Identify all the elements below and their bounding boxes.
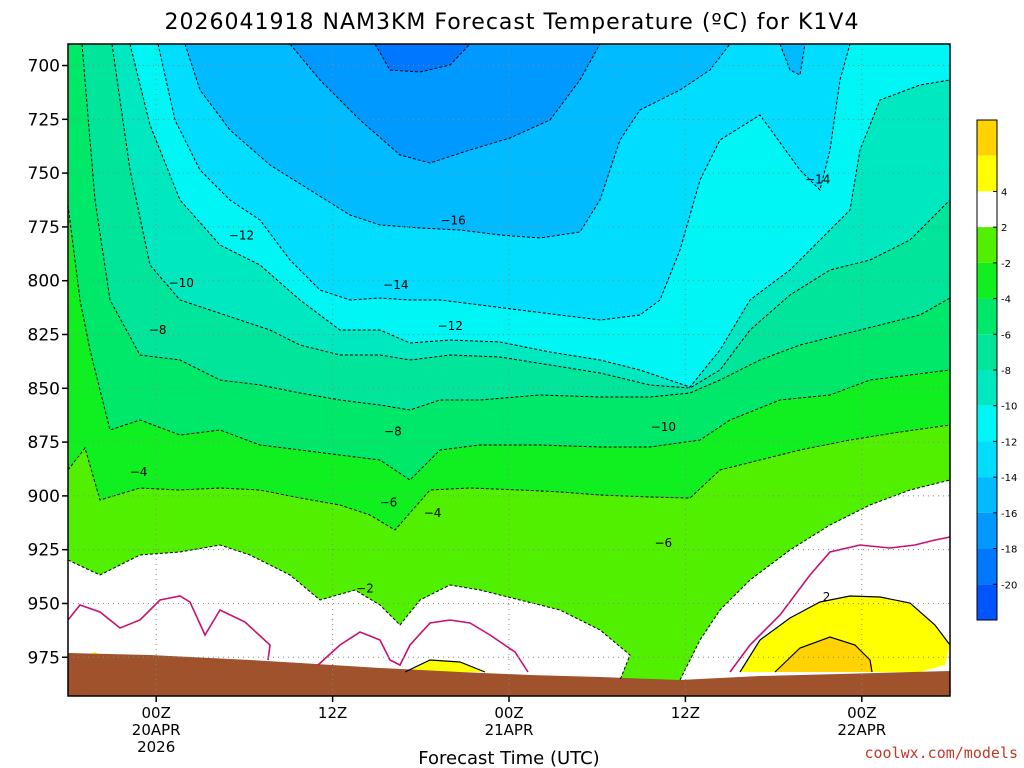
- colorbar-label: -18: [1001, 545, 1017, 556]
- contour-label: −6: [380, 495, 398, 509]
- y-tick-label: 800: [28, 272, 60, 292]
- contour-line: [404, 659, 486, 673]
- y-tick-label: 950: [28, 594, 60, 614]
- contour-labels: −16 −14 −14 −12 −12 −10 −10 −8 −8 −6 −6 −4 −4 −2 2: [130, 173, 831, 604]
- zero-contour: [729, 536, 951, 673]
- contour-line: [67, 204, 951, 481]
- contour-label: −14: [383, 278, 408, 292]
- contour-label: −16: [440, 213, 465, 227]
- y-tick-label: 825: [28, 325, 60, 345]
- zero-contour: [67, 595, 271, 661]
- colorbar-swatch: [977, 191, 997, 228]
- colorbar-swatch: [977, 584, 997, 620]
- colorbar-swatch: [977, 441, 997, 478]
- contour-line: [157, 43, 851, 321]
- contour-label: −10: [169, 276, 194, 290]
- band-fill-minus14-top-right: [780, 44, 805, 75]
- contour-label: 2: [823, 590, 831, 604]
- contour-line: [184, 43, 731, 239]
- contour-line: [67, 424, 951, 531]
- colorbar-swatch: [977, 512, 997, 549]
- colorbar-label: 2: [1001, 223, 1007, 234]
- y-tick-label: 700: [28, 57, 60, 77]
- colorbar-swatch: [977, 120, 997, 156]
- contour-label: −8: [149, 323, 167, 337]
- contour-label: −2: [356, 581, 374, 595]
- x-tick-label: 21APR: [485, 721, 534, 739]
- chart-title: 2026041918 NAM3KM Forecast Temperature (…: [165, 10, 860, 35]
- x-tick-label: 22APR: [837, 721, 886, 739]
- colorbar-label: -10: [1001, 402, 1017, 413]
- contour-label: −8: [384, 424, 402, 438]
- grid-lines: [68, 44, 950, 696]
- colorbar-label: -6: [1001, 330, 1011, 341]
- colorbar-label: -14: [1001, 473, 1017, 484]
- colorbar-label: -4: [1001, 295, 1011, 306]
- colorbar: -20 -18 -16 -14 -12 -10 -8 -6 -4 -2 2 4: [976, 119, 1017, 621]
- contour-line: [679, 479, 951, 681]
- contour-line: [111, 43, 951, 389]
- contour-lines: [67, 43, 951, 681]
- y-axis: 700 725 750 775 800 825 850 875 900 925 950 975: [28, 57, 68, 668]
- band-fill-minus20: [375, 44, 470, 72]
- x-tick-label: 12Z: [318, 704, 347, 722]
- band-fill-above-2: [740, 596, 950, 672]
- contour-line: [67, 544, 631, 681]
- x-tick-label: 12Z: [671, 704, 700, 722]
- contour-label: −4: [424, 506, 442, 520]
- contour-line: [81, 43, 951, 411]
- plot-area: −16 −14 −14 −12 −12 −10 −10 −8 −8 −6 −6 −4 −4 −2 2: [67, 43, 951, 696]
- colorbar-label: -2: [1001, 259, 1011, 270]
- colorbar-label: 4: [1001, 187, 1007, 198]
- contour-label: −6: [654, 536, 672, 550]
- y-tick-label: 875: [28, 433, 60, 453]
- contour-label: −14: [805, 173, 830, 187]
- x-tick-label: 20APR: [132, 721, 181, 739]
- credit-text: coolwx.com/models: [864, 744, 1018, 762]
- colorbar-swatch: [977, 477, 997, 513]
- contour-line: [739, 595, 951, 673]
- contour-line: [289, 43, 601, 164]
- y-tick-label: 925: [28, 541, 60, 561]
- y-tick-label: 850: [28, 379, 60, 399]
- contour-label: −12: [229, 229, 254, 243]
- y-tick-label: 775: [28, 218, 60, 238]
- y-tick-label: 900: [28, 487, 60, 507]
- contour-label: −4: [130, 465, 148, 479]
- colorbar-label: -20: [1001, 580, 1017, 591]
- y-tick-label: 725: [28, 110, 60, 130]
- colorbar-swatch: [977, 405, 997, 442]
- y-tick-label: 750: [28, 164, 60, 184]
- x-tick-label: 00Z: [494, 704, 523, 722]
- colorbar-swatch: [977, 298, 997, 335]
- contour-line: [374, 43, 471, 73]
- y-tick-label: 975: [28, 648, 60, 668]
- x-axis-label: Forecast Time (UTC): [418, 748, 599, 768]
- band-fill-above-4: [775, 637, 872, 672]
- contour-line: [774, 636, 873, 673]
- colorbar-label: -8: [1001, 366, 1011, 377]
- contour-line: [129, 43, 951, 388]
- freezing-contours: [67, 536, 951, 673]
- colorbar-label: -16: [1001, 509, 1017, 520]
- x-tick-label: 2026: [137, 738, 175, 756]
- colorbar-swatch: [977, 334, 997, 370]
- x-tick-label: 00Z: [847, 704, 876, 722]
- colorbar-swatch: [977, 548, 997, 585]
- band-fill-above-zero: [68, 545, 630, 680]
- zero-contour: [317, 619, 529, 673]
- x-tick-label: 00Z: [142, 704, 171, 722]
- colorbar-swatch: [977, 227, 997, 263]
- band-fill-minus18: [290, 44, 600, 163]
- colorbar-swatch: [977, 370, 997, 406]
- warm-contours: [404, 595, 951, 673]
- colorbar-swatch: [977, 262, 997, 299]
- colorbar-swatch: [977, 155, 997, 192]
- contour-label: −12: [438, 319, 463, 333]
- colorbar-label: -12: [1001, 437, 1017, 448]
- contour-label: −10: [651, 420, 676, 434]
